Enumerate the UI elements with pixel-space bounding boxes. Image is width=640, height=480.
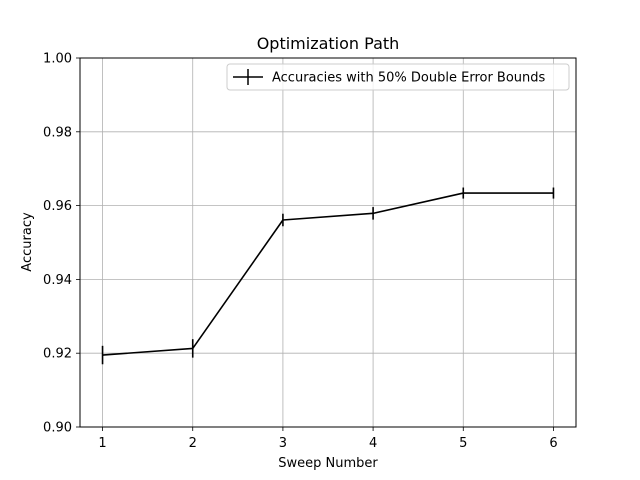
y-tick-label: 0.96 [43, 199, 72, 214]
x-tick-label: 6 [549, 436, 557, 451]
x-axis-title: Sweep Number [278, 456, 378, 471]
legend-label: Accuracies with 50% Double Error Bounds [272, 71, 546, 86]
plot-area [79, 57, 577, 428]
y-tick-label: 0.98 [43, 125, 72, 140]
x-tick-label: 1 [98, 436, 106, 451]
y-tick-label: 0.92 [43, 347, 72, 362]
y-tick-label: 1.00 [43, 52, 72, 67]
x-tick-label: 5 [459, 436, 467, 451]
axis-ticks: 1 2 3 4 5 6 0.90 0.92 0.94 0.96 0.98 1.00 [43, 52, 558, 452]
x-tick-label: 3 [279, 436, 287, 451]
x-tick-label: 4 [369, 436, 377, 451]
legend: Accuracies with 50% Double Error Bounds [226, 63, 570, 91]
series [101, 187, 555, 365]
grid [80, 57, 576, 428]
y-tick-label: 0.90 [43, 421, 72, 436]
y-tick-label: 0.94 [43, 273, 72, 288]
chart-title: Optimization Path [257, 34, 400, 53]
x-tick-label: 2 [189, 436, 197, 451]
y-axis-title: Accuracy [20, 212, 35, 272]
legend-frame [226, 63, 570, 91]
series-line [102, 192, 554, 356]
